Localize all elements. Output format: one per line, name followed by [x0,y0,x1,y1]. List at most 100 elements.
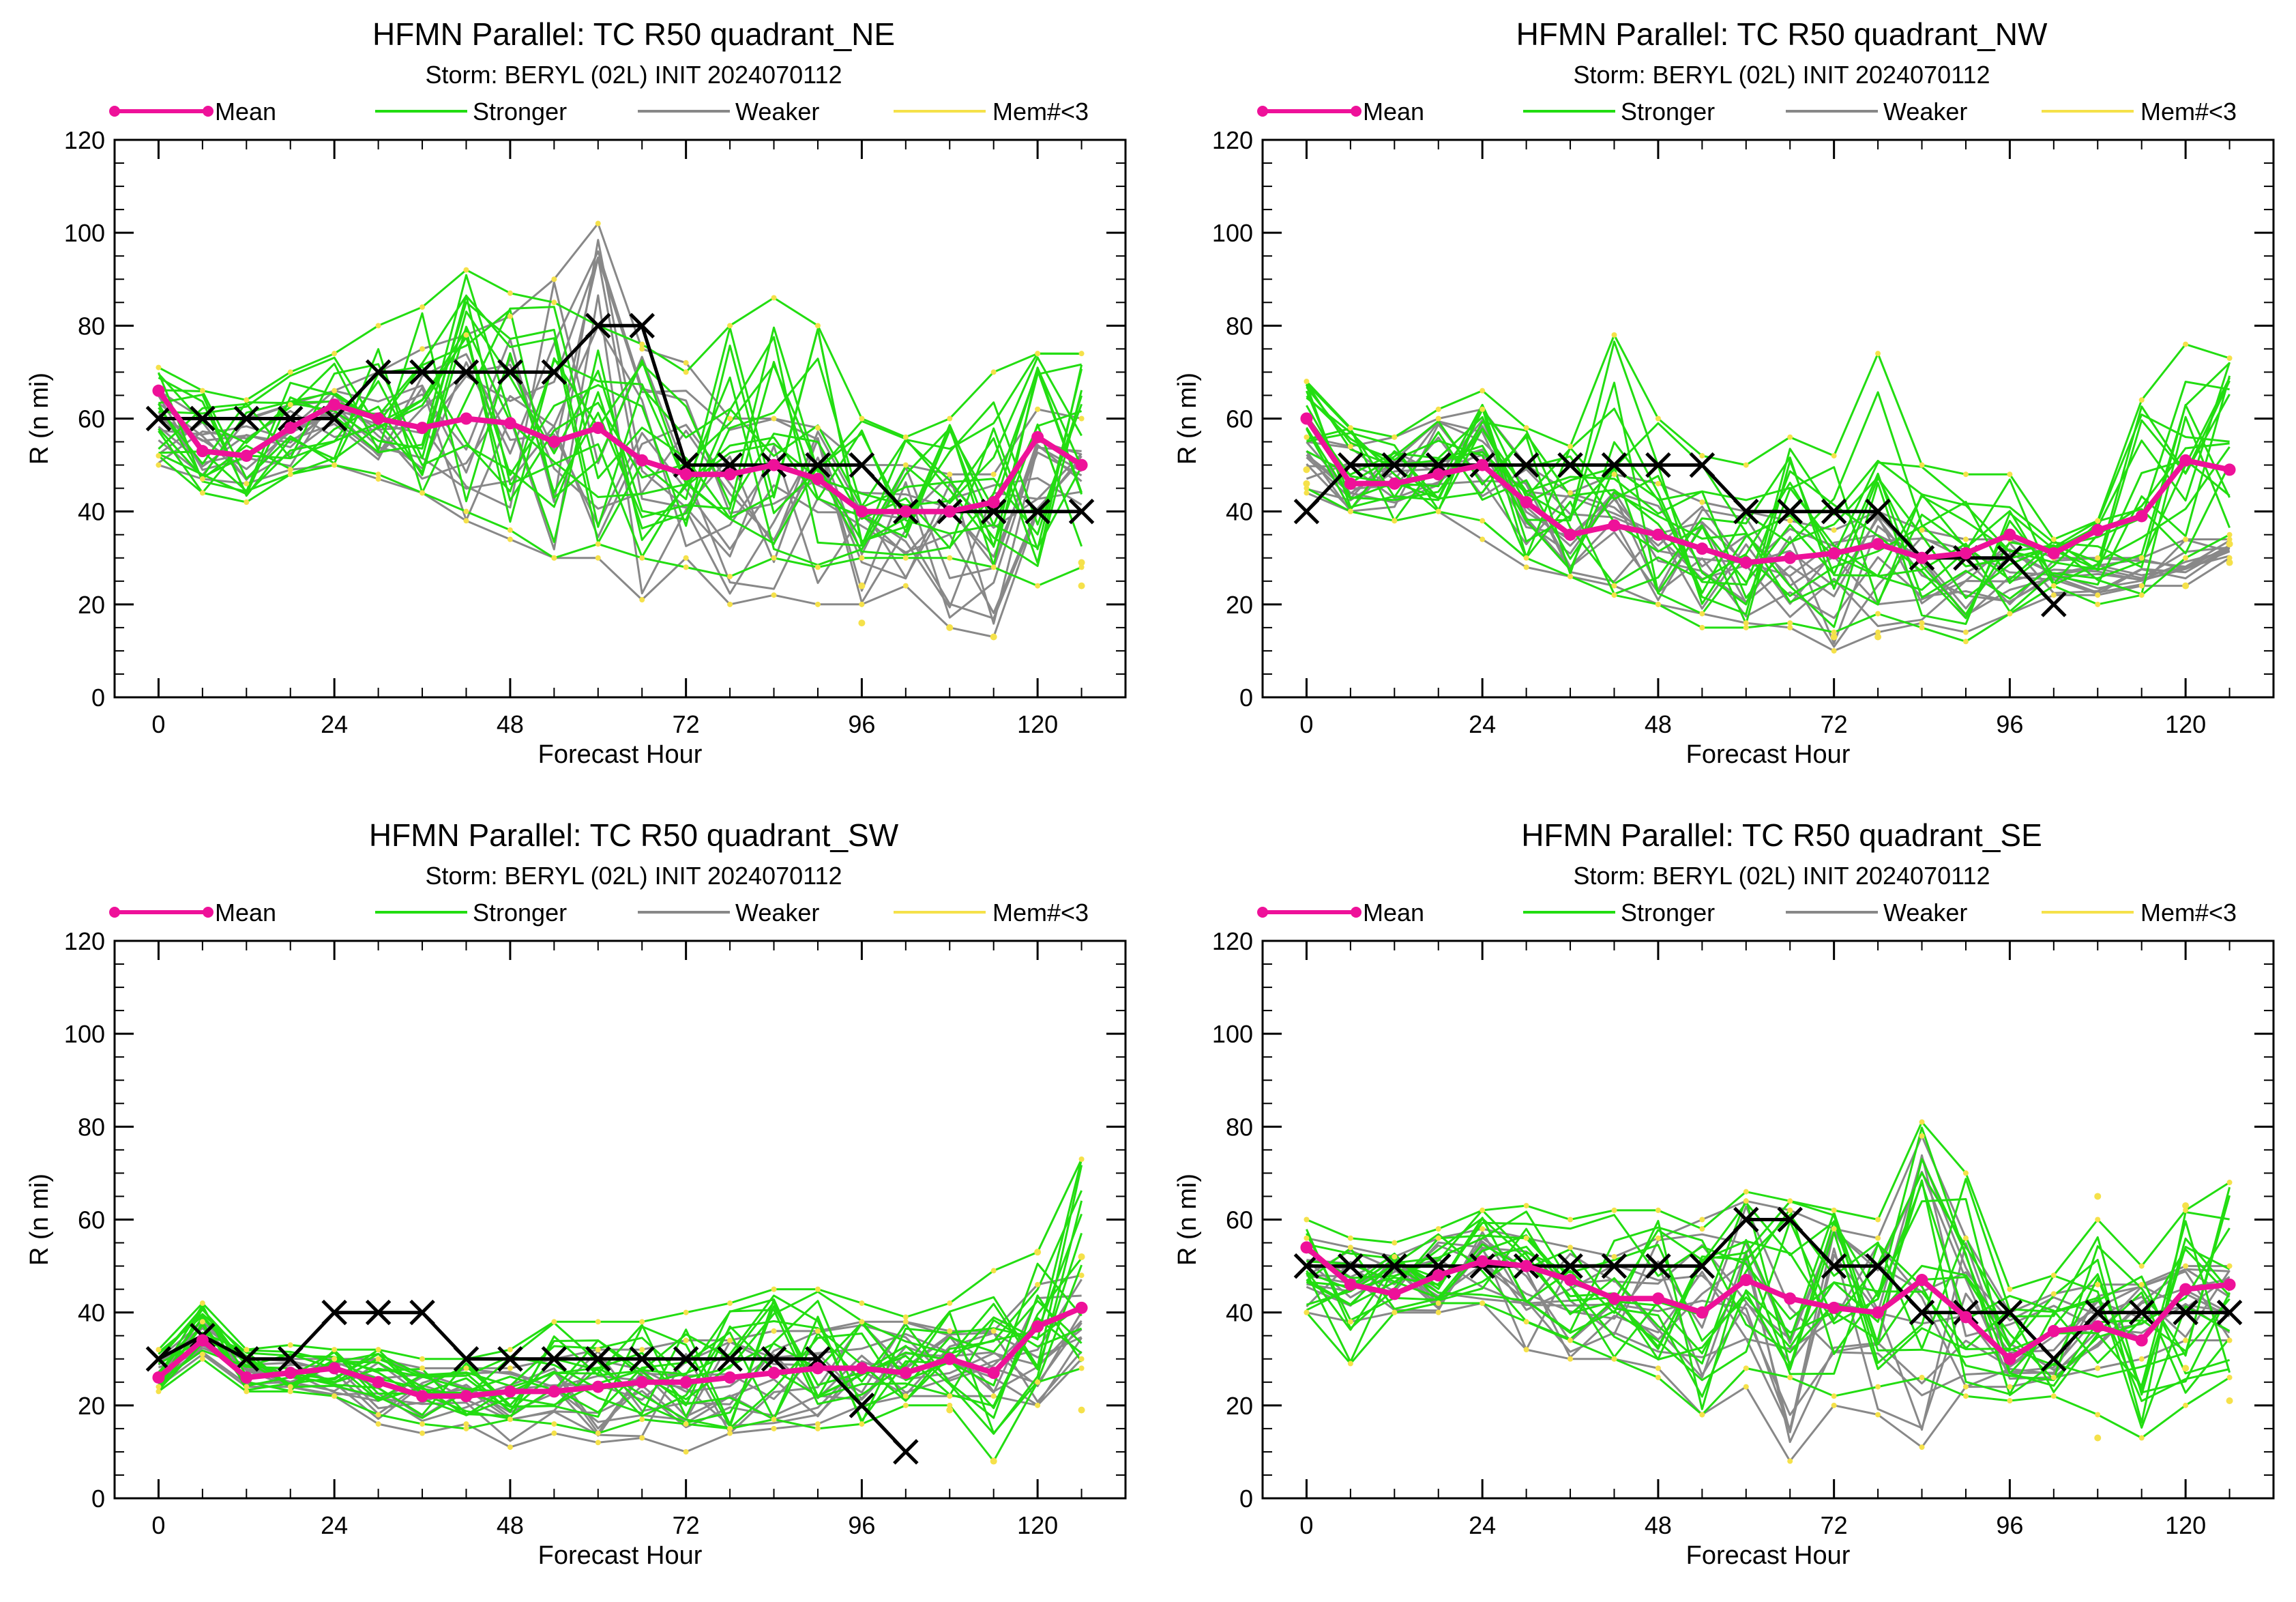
legend: Mean Stronger Weaker Mem#<3 [1257,899,2237,927]
observed-marker-stroke [541,1345,568,1372]
mean-point [1827,1301,1840,1314]
member-point [1392,1253,1398,1259]
member-point [1655,1365,1661,1371]
member-point [1699,611,1705,617]
observed-marker-stroke [585,1345,611,1372]
member-point [727,323,733,329]
observed-marker [849,452,875,478]
member-point [814,601,821,607]
member-point [990,471,997,478]
member-point [1699,1226,1705,1232]
mean-point [767,458,780,471]
member-point [771,1328,777,1334]
member-point [2183,1207,2189,1213]
member-point [199,1351,205,1357]
member-point [639,555,645,561]
member-point [1655,1235,1661,1241]
few-member-point [1078,559,1085,566]
chart-panel-1: HFMN Parallel: TC R50 quadrant_NE Storm: … [25,16,1127,769]
member-point [199,1356,205,1362]
mean-point [1739,556,1752,569]
mean-line [1304,417,2231,566]
mean-point [1915,1274,1928,1287]
plot-frame [113,940,1127,1500]
member-point [1875,1412,1881,1418]
member-point [287,1342,293,1348]
observed-marker [1689,452,1716,478]
member-point [1655,1207,1661,1213]
observed-marker-stroke [980,498,1007,525]
member-point [1962,629,1969,635]
member-point [2095,1365,2101,1371]
x-axis-label: Forecast Hour [1686,1541,1851,1570]
observed-marker [1381,452,1408,478]
observed-marker-stroke [893,1439,919,1465]
mean-point [1432,468,1445,481]
x-tick-label: 72 [1821,710,1848,738]
mean-point [460,1390,473,1403]
observed-marker [1645,1253,1671,1279]
member-point [1480,1226,1486,1232]
member-point [1392,1240,1398,1246]
mean-point [1476,458,1489,471]
member-point [1962,1393,1969,1399]
observed-marker-stroke [190,405,216,432]
x-tick-label: 120 [2165,710,2206,738]
y-tick-label: 80 [78,1113,105,1141]
y-tick-label: 100 [1212,219,1253,247]
member-point [420,304,426,310]
observed-marker-stroke [1645,452,1671,478]
member-point [156,452,162,458]
member-point [1962,1384,1969,1390]
member-point [507,290,513,296]
mean-point [636,1375,649,1388]
member-point [902,1319,909,1325]
member-point [902,1402,909,1408]
member-point [2050,592,2057,598]
member-point [199,1300,205,1307]
member-point [947,555,953,561]
observed-marker [190,405,216,432]
few-member-point [1078,1253,1085,1260]
member-point [1919,620,1925,626]
observed-marker [365,1299,392,1326]
member-point [1078,351,1085,357]
member-point [2095,601,2101,607]
mean-point [416,422,429,435]
member-point [1875,1217,1881,1223]
mean-point [1784,551,1797,564]
member-point [1919,1374,1925,1380]
observed-marker-stroke [1733,498,1759,525]
member-point [595,220,601,227]
few-member-point [2182,1365,2190,1372]
few-member-point [1303,480,1310,487]
member-point [1831,452,1837,458]
member-point [1962,1235,1969,1241]
observed-marker [1025,498,1050,525]
member-point [1523,1235,1529,1241]
mean-line [156,389,1083,514]
mean-line [1304,1245,2231,1362]
legend: Mean Stronger Weaker Mem#<3 [1257,98,2237,126]
member-point [244,480,250,486]
member-point [244,1384,250,1390]
member-point [1347,1319,1353,1325]
observed-marker-stroke [1425,452,1452,478]
weaker-member-line [158,464,1082,638]
member-point [287,402,293,408]
member-point [1611,1356,1617,1362]
member-point [902,462,909,468]
member-point [375,1347,381,1353]
member-point [639,346,645,352]
member-point [287,1388,293,1395]
mean-point [152,1371,165,1384]
observed-marker-stroke [1909,1299,1935,1326]
member-point [1743,1189,1749,1195]
member-point [814,1425,821,1431]
mean-point [2135,1334,2148,1347]
member-point [2095,1217,2101,1223]
observed-marker [233,405,260,432]
observed-marker [1777,498,1803,525]
member-point [2226,555,2233,561]
observed-marker [805,452,831,478]
